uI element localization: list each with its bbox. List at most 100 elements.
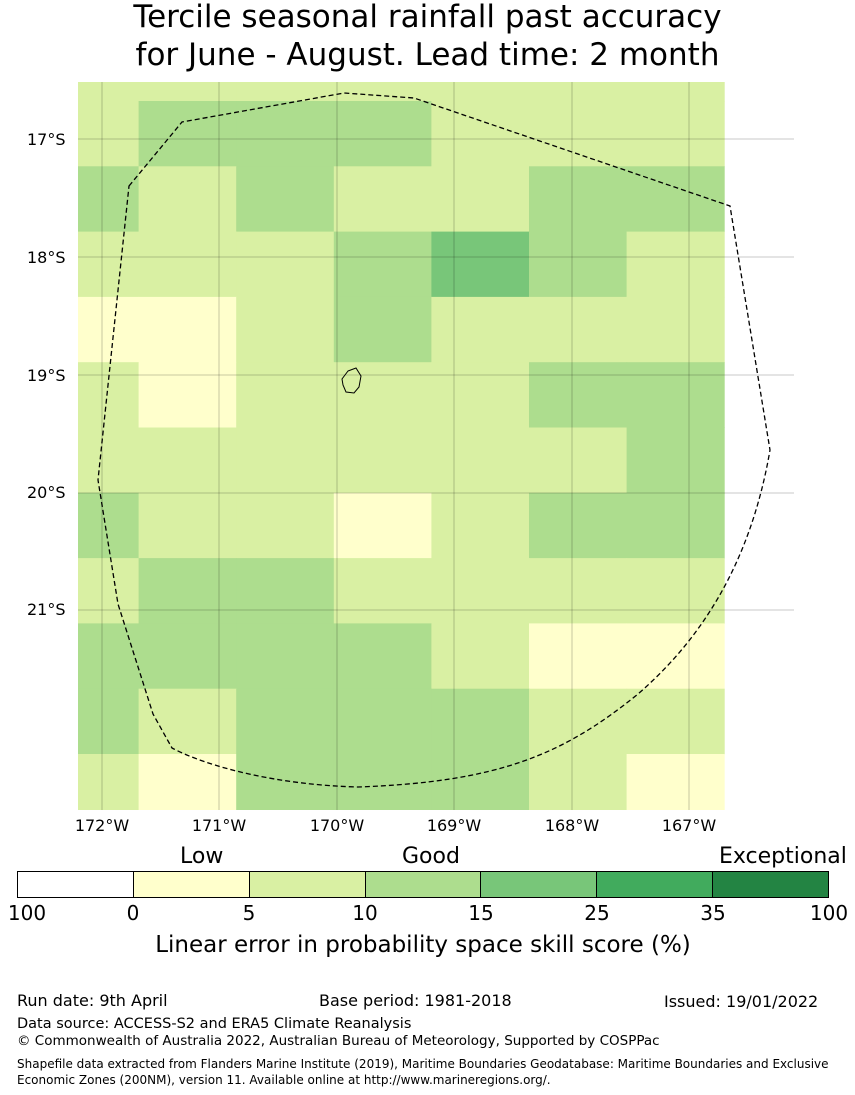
colorbar-segment: [18, 872, 134, 897]
lat-label-18s: 18°S: [27, 248, 66, 267]
colorbar-tick: 100: [809, 901, 849, 925]
grid-cell: [333, 558, 432, 624]
grid-cell: [626, 558, 725, 624]
grid-cell: [529, 558, 628, 624]
grid-cell: [529, 623, 628, 690]
grid-cell: [431, 166, 530, 233]
grid-cell: [529, 166, 628, 233]
grid-cell: [626, 296, 725, 363]
lon-label-170w: 170°W: [309, 816, 365, 835]
grid-cell: [529, 492, 628, 559]
grid-cell: [236, 362, 335, 428]
lon-label-171w: 171°W: [191, 816, 247, 835]
grid-cell: [431, 623, 530, 690]
grid-cell: [333, 492, 432, 559]
colorbar: [17, 871, 829, 898]
data-source: Data source: ACCESS-S2 and ERA5 Climate …: [17, 1016, 412, 1032]
grid-cell: [626, 101, 725, 167]
lon-label-168w: 168°W: [544, 816, 600, 835]
colorbar-tick: 0: [126, 901, 140, 925]
grid-cell: [78, 362, 140, 428]
grid-cell: [626, 166, 725, 233]
lat-label-17s: 17°S: [27, 130, 66, 149]
grid-cell: [529, 427, 628, 494]
grid-cell: [138, 231, 237, 298]
grid-cell: [431, 558, 530, 624]
grid-cell: [431, 427, 530, 494]
colorbar-tick: 10: [352, 901, 378, 925]
copyright: © Commonwealth of Australia 2022, Austra…: [17, 1033, 660, 1049]
grid-cell: [138, 754, 237, 810]
chart-title: Tercile seasonal rainfall past accuracy …: [0, 0, 855, 74]
colorbar-category-good: Good: [402, 844, 460, 869]
colorbar-segment: [713, 872, 829, 897]
grid-cell: [138, 82, 237, 102]
grid-cell: [138, 492, 237, 559]
skill-map-svg: [78, 82, 794, 810]
map-gridlines: [78, 82, 794, 810]
grid-cell: [529, 82, 628, 102]
grid-cell: [626, 231, 725, 298]
grid-cell: [626, 492, 725, 559]
grid-cell: [431, 82, 530, 102]
grid-cell: [431, 688, 530, 755]
grid-cell: [333, 296, 432, 363]
grid-cell: [626, 427, 725, 494]
colorbar-category-low: Low: [180, 844, 224, 869]
lat-label-20s: 20°S: [27, 483, 66, 502]
shapefile-credit: Shapefile data extracted from Flanders M…: [17, 1057, 829, 1087]
lon-label-167w: 167°W: [661, 816, 717, 835]
eez-boundary: [97, 92, 771, 788]
grid-cell: [333, 623, 432, 690]
base-period: Base period: 1981-2018: [319, 991, 512, 1010]
grid-cell: [138, 166, 237, 233]
grid-cell: [431, 492, 530, 559]
grid-cell: [138, 558, 237, 624]
grid-cell: [78, 427, 140, 494]
grid-cell: [78, 492, 140, 559]
skill-grid: [78, 82, 725, 810]
colorbar-tick: 25: [584, 901, 610, 925]
grid-cell: [431, 362, 530, 428]
grid-cell: [138, 623, 237, 690]
grid-cell: [431, 231, 530, 298]
grid-cell: [236, 558, 335, 624]
grid-cell: [626, 688, 725, 755]
skill-map: [78, 82, 794, 810]
grid-cell: [78, 623, 140, 690]
issued-date: Issued: 19/01/2022: [664, 992, 819, 1011]
grid-cell: [236, 101, 335, 167]
grid-cell: [626, 754, 725, 810]
title-line-2: for June - August. Lead time: 2 month: [135, 37, 720, 73]
grid-cell: [138, 688, 237, 755]
grid-cell: [431, 296, 530, 363]
grid-cell: [236, 492, 335, 559]
grid-cell: [78, 231, 140, 298]
colorbar-label: Linear error in probability space skill …: [155, 932, 691, 958]
grid-cell: [236, 296, 335, 363]
grid-cell: [78, 101, 140, 167]
grid-cell: [236, 688, 335, 755]
grid-cell: [78, 166, 140, 233]
colorbar-category-exceptional: Exceptional: [719, 844, 847, 869]
grid-cell: [333, 688, 432, 755]
colorbar-tick: 100: [7, 901, 47, 925]
grid-cell: [236, 231, 335, 298]
lon-label-172w: 172°W: [74, 816, 130, 835]
colorbar-segment: [365, 872, 482, 897]
grid-cell: [236, 754, 335, 810]
colorbar-tick: 15: [468, 901, 494, 925]
grid-cell: [529, 362, 628, 428]
grid-cell: [529, 688, 628, 755]
grid-cell: [78, 558, 140, 624]
lat-label-19s: 19°S: [27, 366, 66, 385]
lon-label-169w: 169°W: [426, 816, 482, 835]
grid-cell: [78, 296, 140, 363]
grid-cell: [138, 296, 237, 363]
grid-cell: [333, 101, 432, 167]
grid-cell: [333, 754, 432, 810]
colorbar-segment: [481, 872, 598, 897]
grid-cell: [431, 754, 530, 810]
colorbar-segment: [597, 872, 714, 897]
grid-cell: [236, 623, 335, 690]
